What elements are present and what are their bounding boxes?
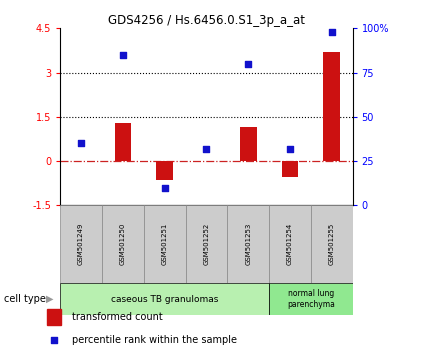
Point [120, 52, 126, 58]
Text: caseous TB granulomas: caseous TB granulomas [111, 295, 218, 304]
Bar [227, 205, 269, 283]
Bar [323, 52, 340, 161]
Point [322, 233, 329, 238]
Text: GSM501249: GSM501249 [78, 223, 84, 266]
Bar [269, 283, 353, 315]
Point [78, 141, 85, 146]
Bar [240, 127, 257, 161]
Text: cell type: cell type [4, 294, 46, 304]
Point [245, 61, 252, 67]
Text: transformed count: transformed count [72, 312, 163, 322]
Text: ▶: ▶ [46, 294, 53, 304]
Bar [60, 283, 269, 315]
Point [203, 146, 210, 152]
Text: GSM501254: GSM501254 [287, 223, 293, 266]
Point [286, 146, 293, 152]
Bar [282, 161, 298, 177]
Bar [156, 161, 173, 180]
Text: GSM501250: GSM501250 [120, 223, 126, 266]
Bar [46, 309, 61, 325]
Text: GSM501253: GSM501253 [245, 223, 251, 266]
Bar [311, 205, 353, 283]
Text: percentile rank within the sample: percentile rank within the sample [72, 335, 237, 346]
Bar [102, 205, 144, 283]
Point [161, 185, 168, 190]
Bar [269, 205, 311, 283]
Text: GSM501255: GSM501255 [329, 223, 335, 266]
Text: GSM501252: GSM501252 [203, 223, 209, 266]
Text: GSM501251: GSM501251 [162, 223, 168, 266]
Bar [114, 123, 131, 161]
Bar [60, 205, 102, 283]
Bar [144, 205, 185, 283]
Title: GDS4256 / Hs.6456.0.S1_3p_a_at: GDS4256 / Hs.6456.0.S1_3p_a_at [108, 14, 305, 27]
Bar [185, 205, 227, 283]
Point [328, 29, 335, 35]
Text: normal lung
parenchyma: normal lung parenchyma [287, 290, 335, 309]
